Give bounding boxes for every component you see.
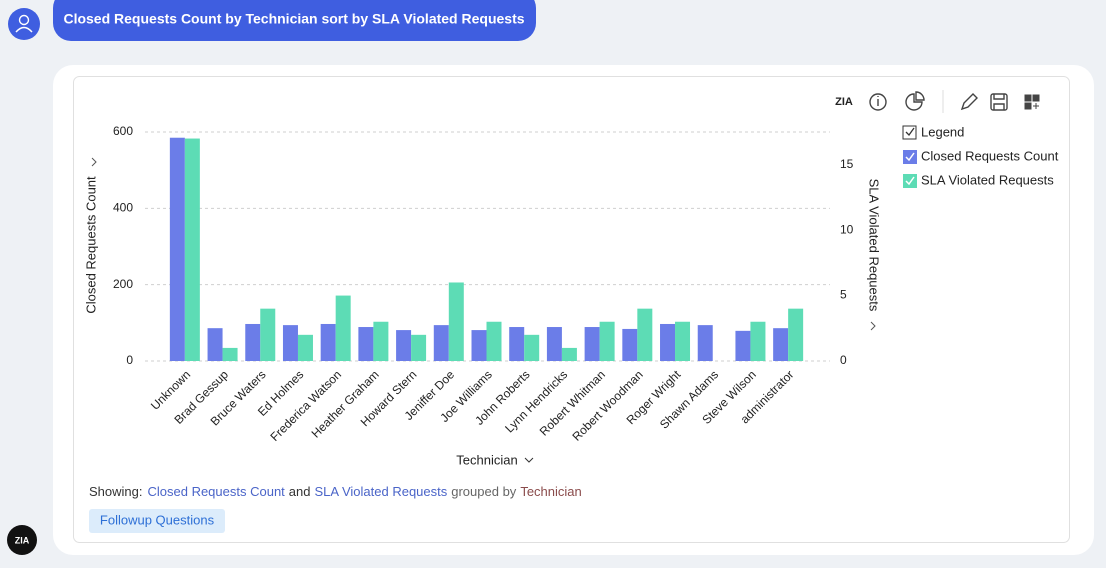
bar	[561, 347, 577, 361]
bar	[245, 323, 261, 361]
zia-icon[interactable]: ZIA	[835, 96, 853, 108]
bar	[320, 323, 336, 361]
y-axis-title: Closed Requests Count	[83, 176, 98, 314]
bar	[546, 327, 562, 361]
save-icon[interactable]	[990, 93, 1008, 111]
avatar-head	[18, 14, 30, 26]
summary-dimension: Technician	[520, 484, 581, 499]
y-tick-label: 400	[113, 201, 133, 215]
x-axis-chevron[interactable]	[524, 457, 534, 463]
y-tick-label: 0	[126, 353, 133, 367]
bar	[486, 321, 502, 361]
bar	[411, 334, 427, 361]
summary-prefix: Showing:	[89, 484, 142, 499]
y-tick-label: 600	[113, 124, 133, 138]
bar	[750, 321, 766, 361]
bar	[282, 325, 298, 361]
y2-axis-title: SLA Violated Requests	[867, 179, 882, 312]
chart-type-icon[interactable]	[905, 91, 925, 111]
bar	[184, 138, 200, 361]
bar	[396, 330, 412, 361]
bar	[335, 295, 351, 361]
bar	[584, 327, 600, 361]
y2-tick-label: 0	[840, 353, 847, 367]
bar	[207, 328, 223, 361]
legend-label: Closed Requests Count	[921, 148, 1059, 163]
summary-measure: Closed Requests Count	[147, 484, 285, 499]
bar	[637, 308, 653, 361]
avatar-body	[15, 26, 33, 33]
bar	[448, 282, 464, 361]
info-icon[interactable]	[869, 93, 887, 111]
bar	[471, 330, 487, 361]
bar	[509, 327, 525, 361]
bar	[358, 327, 374, 361]
bar	[222, 347, 238, 361]
zia-logo-text: ZIA	[15, 535, 30, 545]
legend-label: SLA Violated Requests	[921, 172, 1054, 187]
y2-tick-label: 15	[840, 157, 854, 171]
bar	[622, 328, 638, 361]
summary-grouped: grouped by	[451, 484, 517, 499]
legend-check	[905, 176, 915, 186]
y-axis-chevron[interactable]	[91, 157, 97, 167]
y2-tick-label: 5	[840, 288, 847, 302]
chart-panel	[73, 76, 1070, 543]
legend-swatch	[903, 174, 917, 188]
summary-joiner: and	[289, 484, 311, 499]
summary-measure: SLA Violated Requests	[315, 484, 448, 499]
bar	[524, 334, 540, 361]
bar	[373, 321, 389, 361]
bar	[660, 323, 676, 361]
summary: Showing: Closed Requests Count and SLA Viol…	[89, 484, 582, 499]
bar	[599, 321, 615, 361]
legend-checkbox	[902, 125, 917, 140]
query-bubble	[53, 0, 536, 41]
bar	[735, 330, 751, 361]
toolbar[interactable]: ZIA	[835, 90, 1040, 113]
legend-title: Legend	[921, 124, 964, 139]
bar	[697, 325, 713, 361]
y-tick-label: 200	[113, 277, 133, 291]
legend-swatch	[903, 150, 917, 164]
bar	[773, 328, 789, 361]
followup-label[interactable]: Followup Questions	[100, 512, 215, 527]
y2-axis-chevron[interactable]	[870, 321, 876, 331]
bar	[788, 308, 804, 361]
save-icon-detail	[993, 94, 1005, 110]
zia-logo	[7, 525, 37, 555]
dashboard-icon[interactable]	[1024, 94, 1040, 110]
legend-check	[905, 152, 915, 162]
bar	[169, 137, 185, 361]
followup-button[interactable]	[89, 509, 225, 533]
y2-tick-label: 10	[840, 222, 854, 236]
bar	[675, 321, 691, 361]
x-axis-title: Technician	[456, 452, 517, 467]
bar	[260, 308, 276, 361]
bar	[297, 334, 313, 361]
query-text: Closed Requests Count by Technician sort…	[63, 11, 524, 27]
edit-icon[interactable]	[960, 93, 978, 111]
bar	[433, 325, 449, 361]
legend-check	[905, 127, 915, 137]
